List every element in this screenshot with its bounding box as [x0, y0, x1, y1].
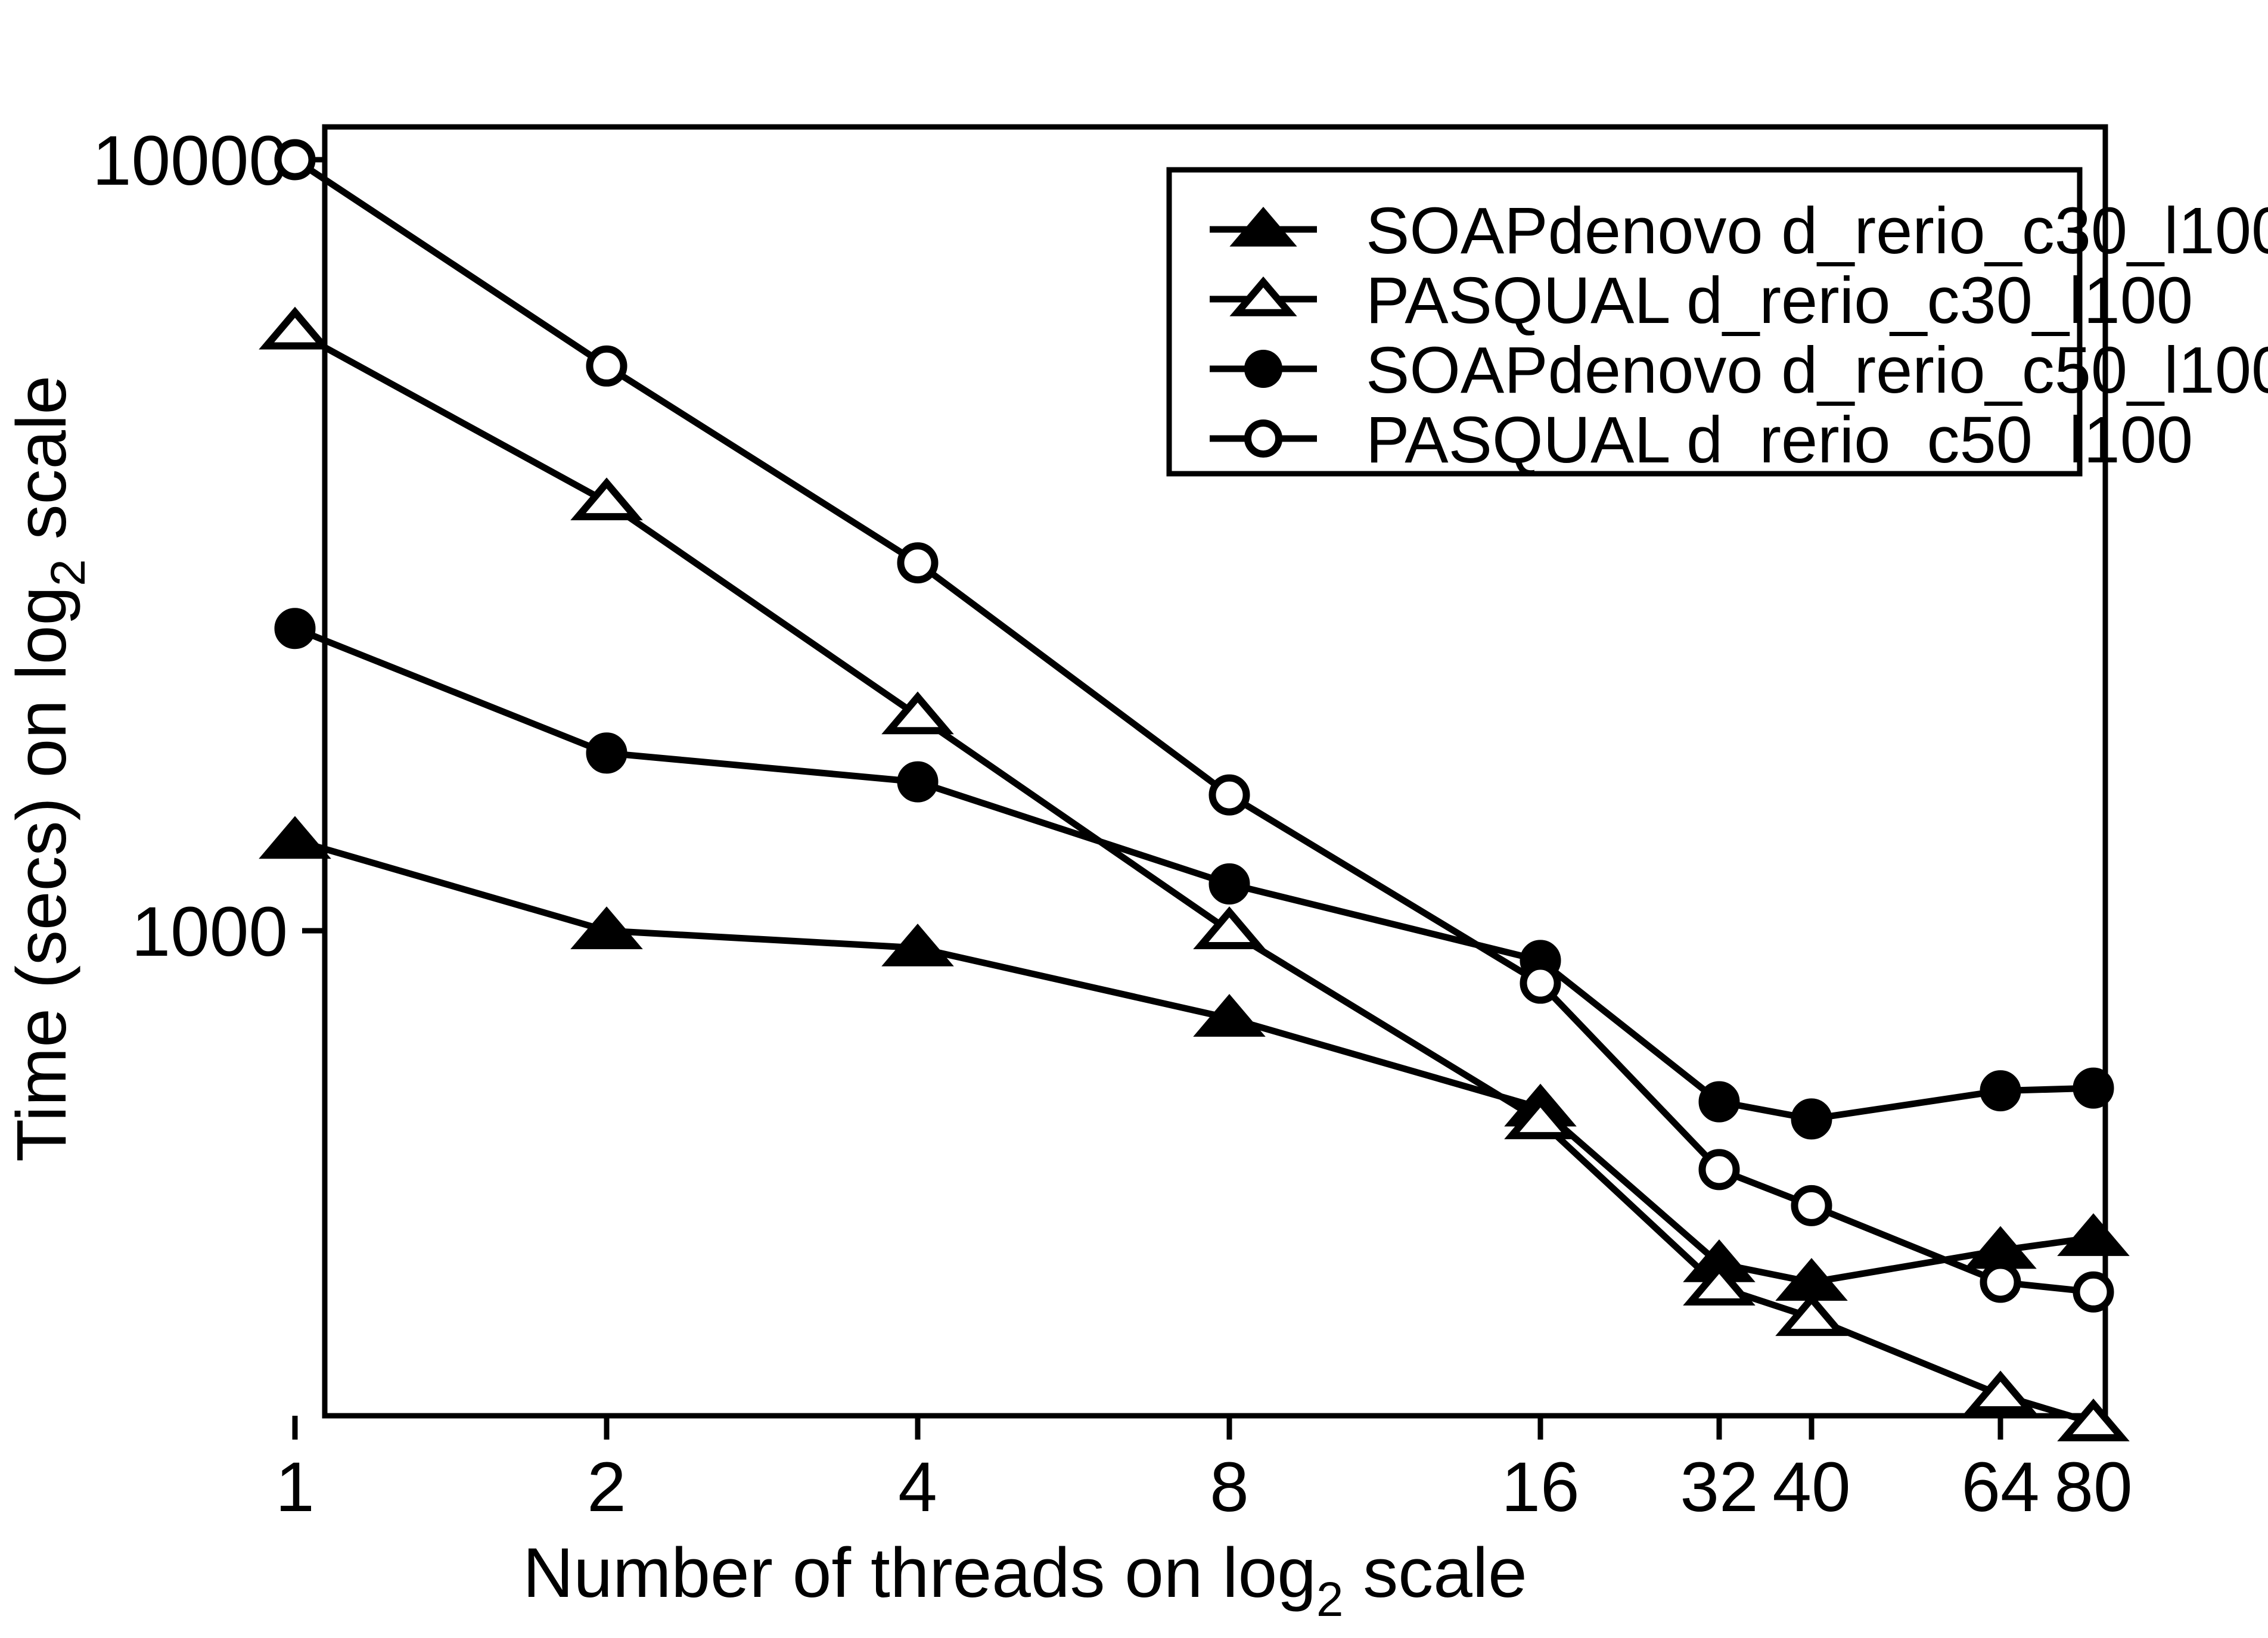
data-point-marker [586, 732, 627, 774]
x-tick-label: 80 [2054, 1448, 2132, 1527]
data-point-marker [1208, 863, 1250, 905]
data-point-marker [1208, 774, 1250, 816]
data-point-marker [897, 542, 939, 584]
x-axis-title: Number of threads on log2 scale [523, 1534, 1527, 1627]
data-point-marker [1775, 1293, 1848, 1336]
data-point-marker [2073, 1067, 2114, 1109]
legend-label: PASQUAL d_rerio_c30_l100 [1366, 264, 2193, 337]
data-point-marker [1791, 1098, 1832, 1140]
data-point-marker [1698, 1149, 1740, 1191]
y-tick-label: 1000 [131, 893, 288, 971]
x-axis-ticks [292, 1416, 2096, 1440]
legend-label: SOAPdenovo d_rerio_c50_l100 [1366, 334, 2268, 407]
legend-marker [1244, 419, 1283, 458]
x-tick-label: 40 [1772, 1448, 1850, 1527]
data-point-marker [274, 608, 316, 649]
x-tick-label: 1 [275, 1448, 315, 1527]
y-tick-label: 10000 [92, 122, 288, 200]
data-point-marker [2057, 1213, 2130, 1256]
data-point-marker [1980, 1070, 2021, 1112]
legend-marker [1244, 349, 1283, 388]
plot-frame [322, 124, 2108, 1419]
x-axis-tick-labels: 1 2 4 8 16 32 40 64 80 [275, 1448, 2132, 1527]
data-point-marker [259, 816, 331, 859]
data-point-marker [1520, 962, 1561, 1004]
x-tick-label: 4 [898, 1448, 937, 1527]
data-point-marker [1791, 1185, 1832, 1226]
y-axis-title: Time (secs) on log2 scale [2, 375, 95, 1162]
x-tick-label: 64 [1961, 1448, 2039, 1527]
data-point-marker [1964, 1370, 2037, 1414]
data-point-marker [570, 906, 643, 949]
data-point-marker [1504, 1096, 1577, 1139]
data-point-marker [570, 477, 643, 521]
data-point-marker [1683, 1263, 1756, 1306]
data-point-marker [881, 924, 954, 966]
data-point-marker [881, 691, 954, 735]
legend-marker [1229, 206, 1297, 247]
x-tick-label: 2 [587, 1448, 626, 1527]
data-point-marker [897, 761, 939, 803]
series-markers [259, 139, 2130, 1441]
legend-label: PASQUAL d_rerio_c50_l100 [1366, 403, 2193, 477]
legend-label: SOAPdenovo d_rerio_c30_l100 [1366, 194, 2268, 268]
y-axis-tick-labels: 10000 1000 [92, 122, 288, 971]
x-tick-label: 32 [1680, 1448, 1758, 1527]
legend-marker [1229, 276, 1297, 316]
data-point-marker [2073, 1271, 2114, 1313]
x-tick-label: 16 [1501, 1448, 1579, 1527]
data-point-marker [1193, 906, 1266, 949]
x-tick-label: 8 [1210, 1448, 1249, 1527]
data-point-marker [1980, 1261, 2021, 1303]
data-point-marker [1193, 994, 1266, 1037]
data-point-marker [274, 139, 316, 181]
legend-box [1166, 167, 2083, 477]
data-point-marker [259, 306, 331, 350]
data-point-marker [2057, 1398, 2130, 1441]
data-point-marker [1698, 1081, 1740, 1123]
data-point-marker [586, 345, 627, 387]
